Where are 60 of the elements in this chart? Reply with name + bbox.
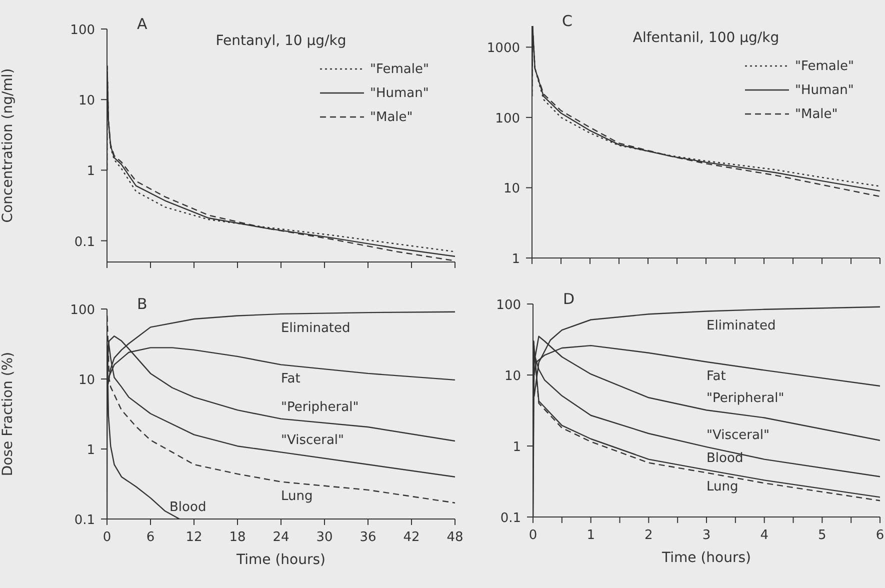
y-tick-label: 100 — [70, 303, 95, 318]
series-label: Fat — [706, 368, 726, 384]
x-tick-label: 6 — [876, 528, 884, 543]
y-tick-label: 10 — [78, 94, 95, 109]
legend-label: "Male" — [370, 110, 413, 124]
series-label: Eliminated — [281, 320, 350, 336]
y-tick-label: 0.1 — [500, 511, 521, 526]
series-label: Blood — [706, 450, 744, 466]
y-tick-label: 0.1 — [74, 513, 95, 528]
series-label: "Visceral" — [706, 428, 770, 443]
x-tick-label: 4 — [760, 528, 768, 543]
y-axis-title: Dose Fraction (%) — [0, 352, 16, 476]
legend-label: "Human" — [370, 86, 429, 100]
annotation: A — [137, 15, 148, 33]
y-tick-label: 10 — [503, 182, 520, 197]
legend-label: "Male" — [795, 106, 838, 122]
series-label: "Visceral" — [281, 433, 344, 448]
x-tick-label: 6 — [146, 530, 155, 545]
x-tick-label: 42 — [403, 530, 420, 545]
legend-label: "Female" — [370, 62, 429, 76]
y-tick-label: 100 — [70, 23, 95, 38]
x-tick-label: 5 — [818, 528, 826, 543]
series-label: "Peripheral" — [281, 400, 359, 415]
x-axis-title: Time (hours) — [236, 552, 326, 568]
series-label: Blood — [170, 500, 206, 515]
annotation: C — [562, 12, 572, 30]
y-tick-label: 1 — [86, 443, 95, 458]
legend-label: "Human" — [795, 82, 854, 98]
chart-title: Alfentanil, 100 µg/kg — [632, 30, 780, 46]
x-tick-label: 2 — [644, 528, 653, 543]
series-label: Lung — [706, 480, 738, 495]
y-tick-label: 1 — [86, 164, 95, 180]
x-tick-label: 18 — [229, 530, 246, 545]
y-tick-label: 100 — [496, 298, 521, 313]
x-tick-label: 0 — [102, 530, 112, 545]
x-tick-label: 1 — [586, 528, 595, 543]
x-axis-title: Time (hours) — [661, 550, 751, 566]
y-tick-label: 100 — [495, 111, 520, 126]
legend-label: "Female" — [795, 58, 854, 74]
x-tick-label: 36 — [360, 530, 376, 545]
x-tick-label: 3 — [702, 528, 711, 543]
y-tick-label: 10 — [504, 369, 521, 384]
x-tick-label: 0 — [528, 528, 538, 543]
y-axis-title: Concentration (ng/ml) — [0, 68, 16, 223]
series-label: "Peripheral" — [706, 391, 784, 406]
x-tick-label: 24 — [272, 530, 290, 545]
series-label: Fat — [281, 372, 300, 387]
annotation: D — [563, 290, 575, 308]
y-tick-label: 1 — [512, 252, 520, 267]
annotation: B — [137, 295, 148, 313]
y-tick-label: 0.1 — [74, 234, 95, 250]
y-tick-label: 1000 — [486, 41, 520, 56]
x-tick-label: 48 — [446, 530, 464, 545]
y-tick-label: 1 — [512, 440, 521, 455]
x-tick-label: 30 — [316, 530, 333, 545]
y-tick-label: 10 — [78, 373, 95, 388]
chart-title: Fentanyl, 10 µg/kg — [214, 33, 348, 49]
series-label: Eliminated — [706, 318, 776, 334]
x-tick-label: 12 — [186, 530, 202, 545]
series-label: Lung — [281, 488, 313, 504]
